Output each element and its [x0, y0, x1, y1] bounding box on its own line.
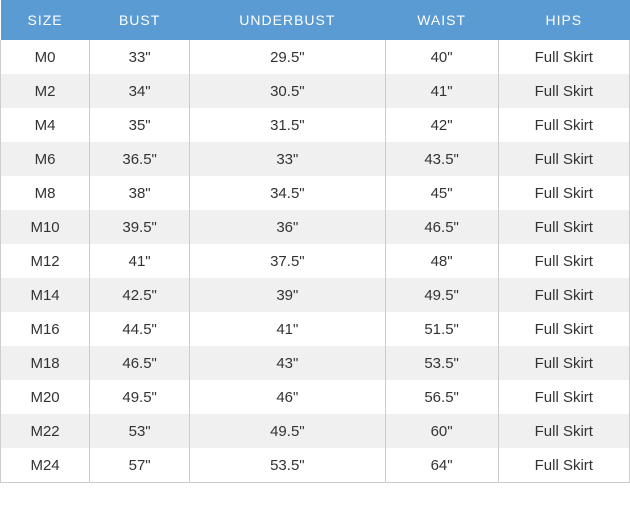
table-cell: Full Skirt: [498, 74, 629, 108]
table-cell: 48": [385, 244, 498, 278]
table-cell: Full Skirt: [498, 108, 629, 142]
table-cell: M10: [1, 210, 90, 244]
table-cell: Full Skirt: [498, 346, 629, 380]
table-cell: Full Skirt: [498, 210, 629, 244]
table-cell: M2: [1, 74, 90, 108]
table-cell: 64": [385, 448, 498, 483]
table-row: M2049.5"46"56.5"Full Skirt: [1, 380, 630, 414]
table-cell: 34": [90, 74, 190, 108]
table-cell: 33": [90, 40, 190, 74]
table-cell: 41": [190, 312, 386, 346]
table-cell: M18: [1, 346, 90, 380]
table-cell: Full Skirt: [498, 414, 629, 448]
table-cell: 42.5": [90, 278, 190, 312]
size-chart-table: SIZE BUST UNDERBUST WAIST HIPS M033"29.5…: [0, 0, 630, 483]
table-row: M234"30.5"41"Full Skirt: [1, 74, 630, 108]
table-cell: Full Skirt: [498, 40, 629, 74]
table-cell: Full Skirt: [498, 244, 629, 278]
table-cell: 49.5": [190, 414, 386, 448]
table-cell: Full Skirt: [498, 278, 629, 312]
table-cell: 31.5": [190, 108, 386, 142]
table-cell: 57": [90, 448, 190, 483]
table-cell: 46.5": [385, 210, 498, 244]
header-row: SIZE BUST UNDERBUST WAIST HIPS: [1, 0, 630, 40]
table-cell: 56.5": [385, 380, 498, 414]
table-cell: 46": [190, 380, 386, 414]
table-cell: 39": [190, 278, 386, 312]
table-row: M1241"37.5"48"Full Skirt: [1, 244, 630, 278]
table-cell: 49.5": [385, 278, 498, 312]
col-bust: BUST: [90, 0, 190, 40]
table-row: M2457"53.5"64"Full Skirt: [1, 448, 630, 483]
table-cell: Full Skirt: [498, 312, 629, 346]
col-hips: HIPS: [498, 0, 629, 40]
table-cell: Full Skirt: [498, 176, 629, 210]
table-cell: 29.5": [190, 40, 386, 74]
table-cell: 40": [385, 40, 498, 74]
table-cell: 30.5": [190, 74, 386, 108]
table-cell: 43": [190, 346, 386, 380]
table-row: M1846.5"43"53.5"Full Skirt: [1, 346, 630, 380]
table-cell: 36": [190, 210, 386, 244]
table-cell: 46.5": [90, 346, 190, 380]
table-row: M2253"49.5"60"Full Skirt: [1, 414, 630, 448]
table-cell: 41": [90, 244, 190, 278]
table-cell: 53.5": [385, 346, 498, 380]
table-cell: 42": [385, 108, 498, 142]
table-cell: M12: [1, 244, 90, 278]
table-cell: M24: [1, 448, 90, 483]
table-cell: Full Skirt: [498, 142, 629, 176]
col-size: SIZE: [1, 0, 90, 40]
table-cell: M20: [1, 380, 90, 414]
col-waist: WAIST: [385, 0, 498, 40]
table-cell: 45": [385, 176, 498, 210]
table-row: M1442.5"39"49.5"Full Skirt: [1, 278, 630, 312]
table-row: M838"34.5"45"Full Skirt: [1, 176, 630, 210]
table-cell: 53.5": [190, 448, 386, 483]
table-row: M1039.5"36"46.5"Full Skirt: [1, 210, 630, 244]
table-cell: M14: [1, 278, 90, 312]
table-cell: 34.5": [190, 176, 386, 210]
table-cell: Full Skirt: [498, 448, 629, 483]
table-cell: M4: [1, 108, 90, 142]
table-row: M435"31.5"42"Full Skirt: [1, 108, 630, 142]
table-cell: M16: [1, 312, 90, 346]
table-cell: 53": [90, 414, 190, 448]
table-cell: M6: [1, 142, 90, 176]
table-body: M033"29.5"40"Full SkirtM234"30.5"41"Full…: [1, 40, 630, 483]
table-header: SIZE BUST UNDERBUST WAIST HIPS: [1, 0, 630, 40]
table-cell: M8: [1, 176, 90, 210]
table-cell: 43.5": [385, 142, 498, 176]
table-cell: 41": [385, 74, 498, 108]
table-cell: 44.5": [90, 312, 190, 346]
table-cell: 37.5": [190, 244, 386, 278]
table-cell: M22: [1, 414, 90, 448]
table-row: M636.5"33"43.5"Full Skirt: [1, 142, 630, 176]
table-cell: Full Skirt: [498, 380, 629, 414]
table-cell: 33": [190, 142, 386, 176]
table-row: M1644.5"41"51.5"Full Skirt: [1, 312, 630, 346]
table-cell: 35": [90, 108, 190, 142]
table-cell: 60": [385, 414, 498, 448]
table-cell: 51.5": [385, 312, 498, 346]
table-cell: 36.5": [90, 142, 190, 176]
table-cell: 39.5": [90, 210, 190, 244]
table-cell: 38": [90, 176, 190, 210]
col-underbust: UNDERBUST: [190, 0, 386, 40]
table-row: M033"29.5"40"Full Skirt: [1, 40, 630, 74]
table-cell: M0: [1, 40, 90, 74]
table-cell: 49.5": [90, 380, 190, 414]
